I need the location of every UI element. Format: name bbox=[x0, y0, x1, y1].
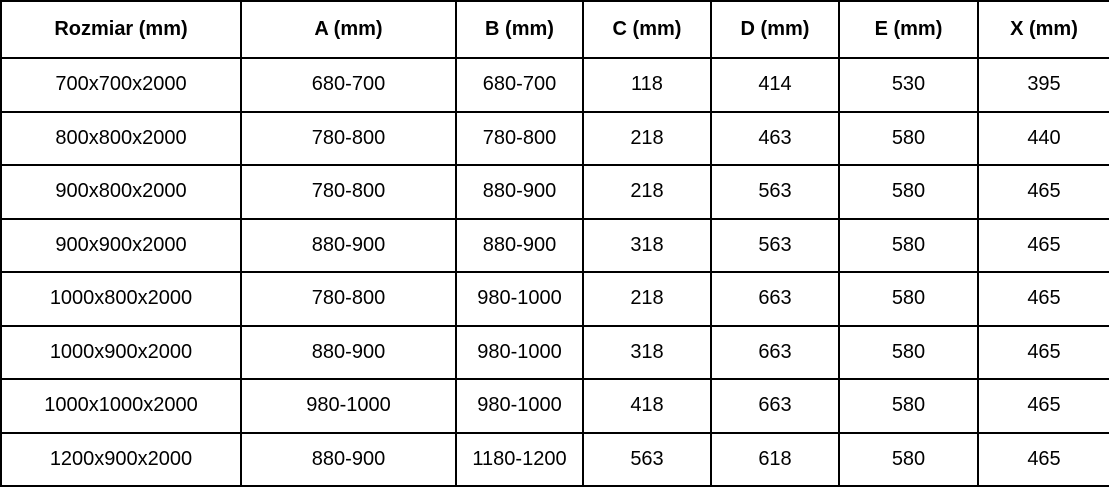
table-cell: 218 bbox=[582, 271, 712, 327]
column-header-d: D (mm) bbox=[710, 0, 840, 59]
table-cell: 465 bbox=[977, 217, 1109, 273]
table-cell: 563 bbox=[710, 217, 840, 273]
table-cell: 780-800 bbox=[240, 164, 457, 220]
column-header-x: X (mm) bbox=[977, 0, 1109, 59]
table-cell: 880-900 bbox=[240, 217, 457, 273]
table-cell: 563 bbox=[582, 431, 712, 487]
table-cell: 463 bbox=[710, 110, 840, 166]
table-cell: 880-900 bbox=[240, 431, 457, 487]
table-body: 700x700x2000 680-700 680-700 118 414 530 395 80… bbox=[0, 57, 1109, 487]
table-cell: 1000x1000x2000 bbox=[0, 378, 242, 434]
column-header-rozmiar: Rozmiar (mm) bbox=[0, 0, 242, 59]
table-cell: 580 bbox=[838, 431, 979, 487]
table-cell: 880-900 bbox=[455, 217, 584, 273]
column-header-c: C (mm) bbox=[582, 0, 712, 59]
table-cell: 218 bbox=[582, 110, 712, 166]
table-cell: 780-800 bbox=[240, 110, 457, 166]
table-cell: 465 bbox=[977, 271, 1109, 327]
table-cell: 580 bbox=[838, 110, 979, 166]
table-cell: 580 bbox=[838, 164, 979, 220]
table-cell: 980-1000 bbox=[455, 271, 584, 327]
table-cell: 618 bbox=[710, 431, 840, 487]
table-cell: 1000x800x2000 bbox=[0, 271, 242, 327]
table-cell: 700x700x2000 bbox=[0, 57, 242, 113]
table-row: 1000x900x2000 880-900 980-1000 318 663 580 465 bbox=[0, 324, 1109, 380]
table-cell: 118 bbox=[582, 57, 712, 113]
table-cell: 900x800x2000 bbox=[0, 164, 242, 220]
table-cell: 880-900 bbox=[455, 164, 584, 220]
table-cell: 980-1000 bbox=[455, 324, 584, 380]
table-cell: 318 bbox=[582, 324, 712, 380]
table-row: 700x700x2000 680-700 680-700 118 414 530 395 bbox=[0, 57, 1109, 113]
table-cell: 465 bbox=[977, 164, 1109, 220]
table-cell: 663 bbox=[710, 324, 840, 380]
table-row: 1000x1000x2000 980-1000 980-1000 418 663 580 4… bbox=[0, 378, 1109, 434]
table-row: 1200x900x2000 880-900 1180-1200 563 618 580 46… bbox=[0, 431, 1109, 487]
table-header-row: Rozmiar (mm) A (mm) B (mm) C (mm) D (mm)… bbox=[0, 0, 1109, 59]
table-row: 1000x800x2000 780-800 980-1000 218 663 580 465 bbox=[0, 271, 1109, 327]
table-cell: 395 bbox=[977, 57, 1109, 113]
table-cell: 663 bbox=[710, 378, 840, 434]
table-cell: 880-900 bbox=[240, 324, 457, 380]
table-cell: 1200x900x2000 bbox=[0, 431, 242, 487]
table-cell: 680-700 bbox=[455, 57, 584, 113]
table-cell: 780-800 bbox=[240, 271, 457, 327]
table-cell: 465 bbox=[977, 431, 1109, 487]
table-row: 800x800x2000 780-800 780-800 218 463 580 440 bbox=[0, 110, 1109, 166]
table-cell: 580 bbox=[838, 324, 979, 380]
table-cell: 440 bbox=[977, 110, 1109, 166]
table-cell: 980-1000 bbox=[240, 378, 457, 434]
table-cell: 580 bbox=[838, 271, 979, 327]
table-cell: 680-700 bbox=[240, 57, 457, 113]
column-header-e: E (mm) bbox=[838, 0, 979, 59]
table-row: 900x900x2000 880-900 880-900 318 563 580 465 bbox=[0, 217, 1109, 273]
table-cell: 1180-1200 bbox=[455, 431, 584, 487]
column-header-a: A (mm) bbox=[240, 0, 457, 59]
table-cell: 418 bbox=[582, 378, 712, 434]
table-cell: 580 bbox=[838, 378, 979, 434]
table-cell: 318 bbox=[582, 217, 712, 273]
table-cell: 563 bbox=[710, 164, 840, 220]
table-row: 900x800x2000 780-800 880-900 218 563 580 465 bbox=[0, 164, 1109, 220]
table-cell: 663 bbox=[710, 271, 840, 327]
table-cell: 465 bbox=[977, 324, 1109, 380]
table-cell: 800x800x2000 bbox=[0, 110, 242, 166]
column-header-b: B (mm) bbox=[455, 0, 584, 59]
table-cell: 580 bbox=[838, 217, 979, 273]
table-cell: 1000x900x2000 bbox=[0, 324, 242, 380]
table-cell: 900x900x2000 bbox=[0, 217, 242, 273]
table-cell: 980-1000 bbox=[455, 378, 584, 434]
table-cell: 465 bbox=[977, 378, 1109, 434]
table-cell: 218 bbox=[582, 164, 712, 220]
table-cell: 414 bbox=[710, 57, 840, 113]
table-cell: 780-800 bbox=[455, 110, 584, 166]
table-cell: 530 bbox=[838, 57, 979, 113]
